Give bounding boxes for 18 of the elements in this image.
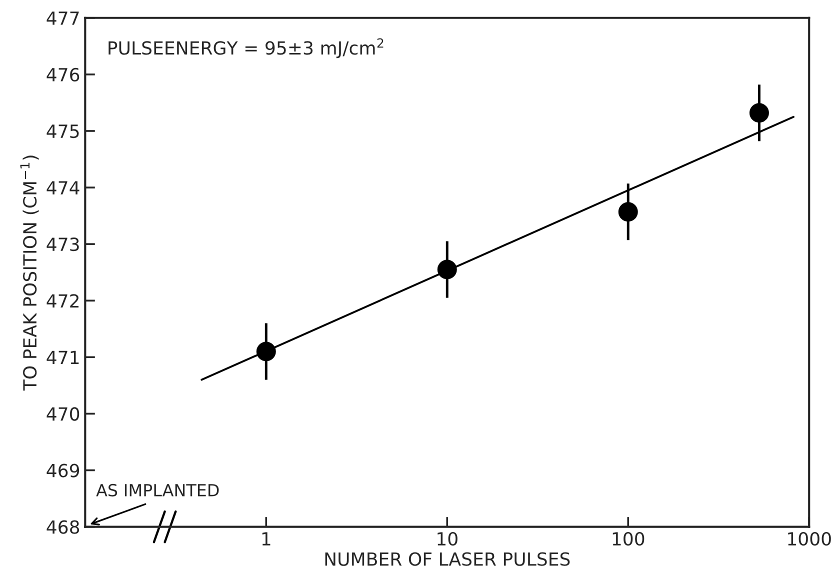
x-axis-title: NUMBER OF LASER PULSES: [325, 552, 570, 566]
y-axis-title: TO PEAK POSITION (CM$^{−1}$): [20, 156, 39, 391]
y-tick-label: 470: [46, 407, 80, 421]
x-tick-label: 10: [438, 532, 458, 546]
y-tick-label: 468: [46, 520, 80, 534]
x-tick-label: 100: [612, 532, 644, 546]
y-tick-label: 476: [46, 68, 80, 82]
y-tick-label: 473: [46, 238, 79, 252]
y-tick-label: 472: [46, 294, 78, 308]
y-tick-label: 471: [46, 350, 79, 364]
x-tick-label: 1000: [788, 532, 831, 546]
y-tick-label: 469: [46, 464, 80, 478]
x-tick-label: 1: [262, 532, 270, 546]
y-tick-label: 475: [46, 124, 79, 138]
annotation: PULSEENERGY = 95±3 mJ/cm$^{2}$: [108, 38, 384, 58]
annotation: AS IMPLANTED: [96, 484, 219, 497]
y-tick-label: 474: [46, 181, 80, 194]
y-tick-label: 477: [46, 12, 79, 25]
